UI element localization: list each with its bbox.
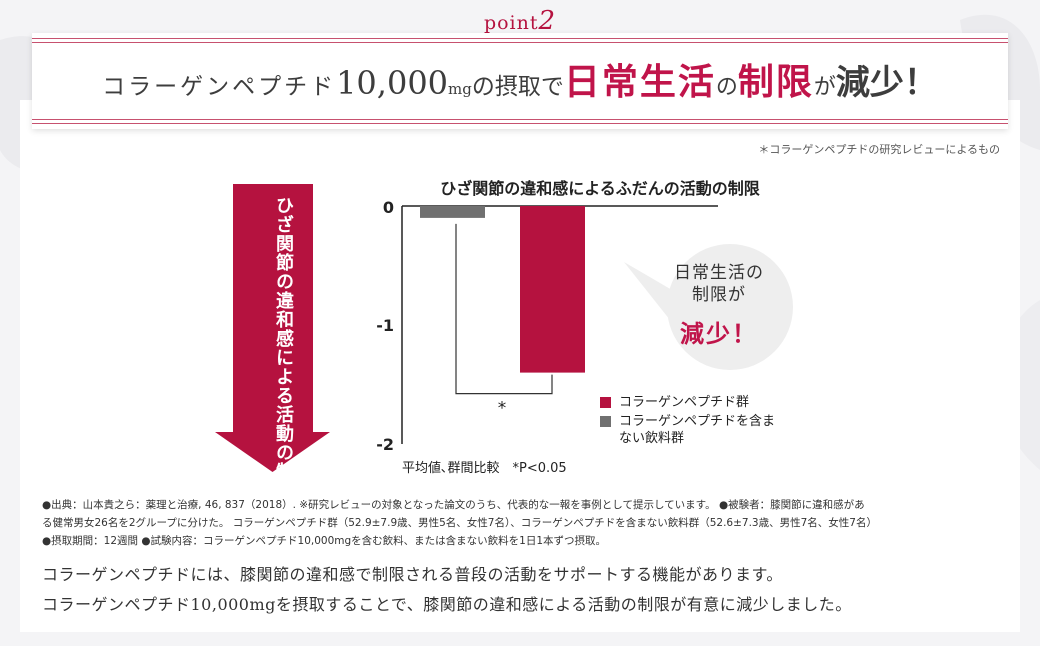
source-line-2: る健常男女26名を2グループに分けた。 コラーゲンペプチド群（52.9±7.9歳… — [42, 517, 877, 529]
callout-bubble — [624, 244, 793, 370]
down-arrow — [215, 184, 330, 472]
body-line-1: コラーゲンペプチドには、膝関節の違和感で制限される普段の活動をサポートする機能が… — [42, 565, 783, 584]
legend-swatch-control — [600, 416, 611, 427]
ytick-label-2: -2 — [376, 435, 394, 454]
significance-mark: * — [498, 399, 507, 419]
ytick-label-0: 0 — [383, 198, 394, 217]
legend-item-control: コラーゲンペプチドを含まない飲料群 — [600, 413, 779, 447]
significance-bracket — [455, 223, 553, 395]
point-label: point2 — [483, 6, 557, 36]
headline: コラーゲンペプチド10,000mgの摂取で日常生活の制限が減少！ — [102, 62, 938, 103]
body-text: コラーゲンペプチドには、膝関節の違和感で制限される普段の活動をサポートする機能が… — [42, 560, 1002, 620]
chart-legend: コラーゲンペプチド群 コラーゲンペプチドを含まない飲料群 — [600, 394, 779, 449]
bar-collagen — [520, 206, 585, 373]
source-line-3: ●摂取期間：12週間 ●試験内容：コラーゲンペプチド10,000mgを含む飲料、… — [42, 535, 607, 547]
source-line-1: ●出典：山本貴之ら：薬理と治療, 46, 837（2018）. ※研究レビューの… — [42, 499, 865, 511]
footnote: ＊コラーゲンペプチドの研究レビューによるもの — [758, 143, 1000, 156]
source-notes: ●出典：山本貴之ら：薬理と治療, 46, 837（2018）. ※研究レビューの… — [42, 496, 1002, 550]
legend-swatch-collagen — [600, 397, 611, 408]
ytick-label-1: -1 — [376, 316, 394, 335]
callout-text: 日常生活の 制限が 減少！ — [674, 263, 764, 348]
arrow-label: ひざ関節の違和感による活動の制限の減少 — [273, 196, 294, 557]
legend-item-collagen: コラーゲンペプチド群 — [600, 394, 779, 411]
body-line-2: コラーゲンペプチド10,000mgを摂取することで、膝関節の違和感による活動の制… — [42, 595, 852, 614]
headline-box: コラーゲンペプチド10,000mgの摂取で日常生活の制限が減少！ — [32, 33, 1008, 129]
chart-title: ひざ関節の違和感によるふだんの活動の制限 — [440, 179, 760, 198]
bar-control — [420, 206, 485, 218]
axis-note: 平均値､群間比較 *P<0.05 — [402, 461, 567, 476]
